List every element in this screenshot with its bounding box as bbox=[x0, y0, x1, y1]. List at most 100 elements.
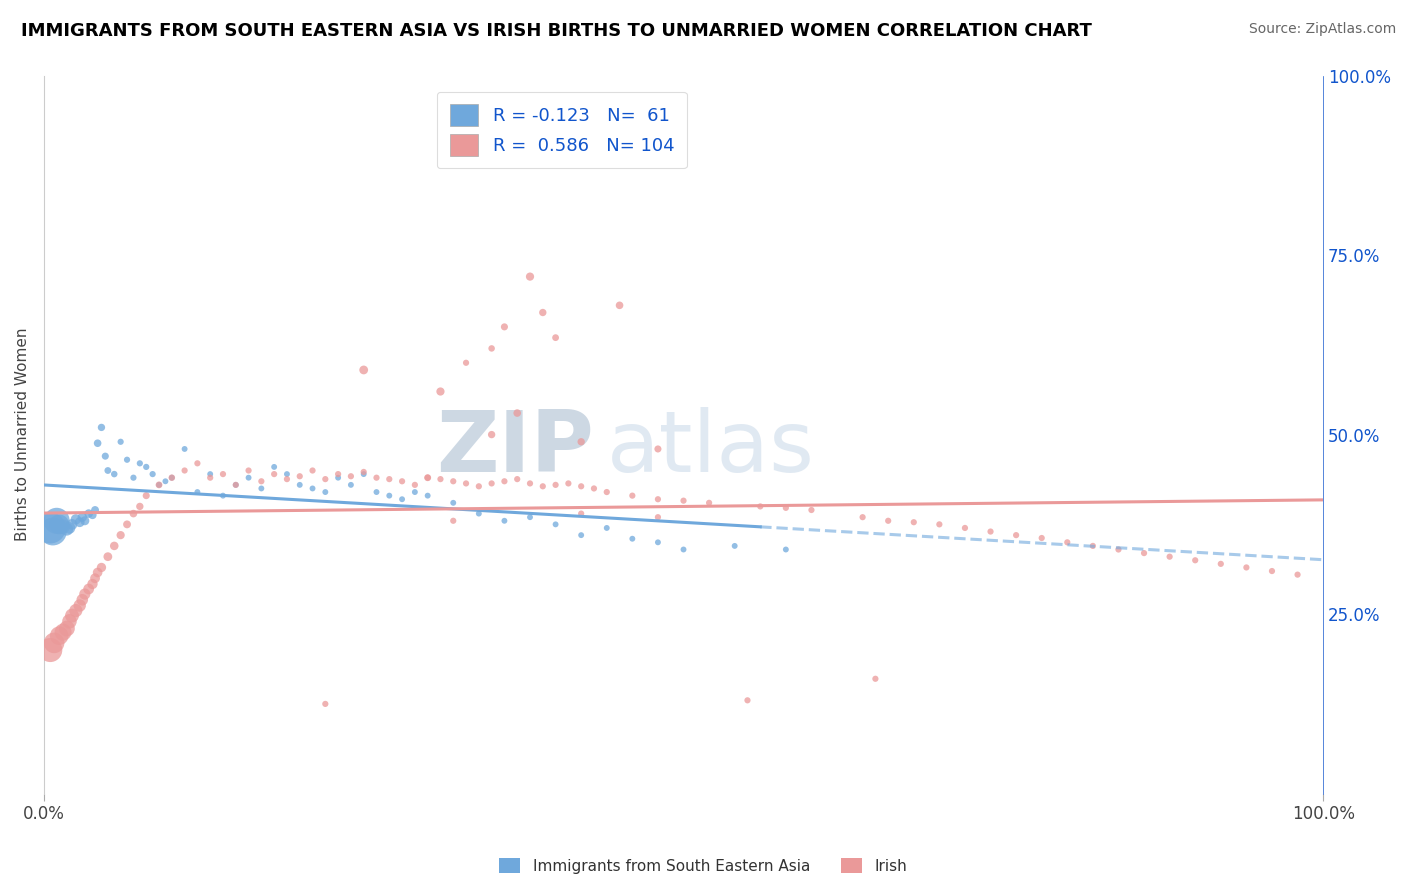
Point bbox=[621, 489, 644, 503]
Point bbox=[441, 475, 464, 489]
Point bbox=[506, 472, 529, 486]
Point bbox=[877, 514, 900, 528]
Point bbox=[56, 522, 79, 536]
Point bbox=[225, 478, 247, 492]
Point bbox=[72, 510, 94, 524]
Point bbox=[198, 471, 221, 485]
Point bbox=[135, 489, 157, 503]
Point bbox=[404, 485, 426, 500]
Point bbox=[1133, 546, 1156, 560]
Point bbox=[110, 434, 132, 449]
Point bbox=[86, 566, 108, 580]
Point bbox=[65, 512, 87, 526]
Legend: Immigrants from South Eastern Asia, Irish: Immigrants from South Eastern Asia, Iris… bbox=[494, 852, 912, 880]
Point bbox=[519, 269, 541, 284]
Text: ZIP: ZIP bbox=[436, 408, 593, 491]
Point bbox=[103, 539, 125, 553]
Point bbox=[148, 478, 170, 492]
Point bbox=[494, 475, 516, 489]
Point bbox=[366, 471, 388, 485]
Point bbox=[314, 485, 336, 500]
Point bbox=[73, 514, 96, 528]
Point bbox=[647, 510, 669, 524]
Point bbox=[1261, 564, 1284, 578]
Point bbox=[391, 492, 413, 507]
Point bbox=[238, 471, 260, 485]
Point bbox=[1056, 535, 1078, 549]
Point bbox=[531, 305, 554, 319]
Point bbox=[77, 507, 100, 521]
Point bbox=[135, 459, 157, 474]
Point bbox=[609, 298, 631, 312]
Point bbox=[42, 524, 65, 539]
Point bbox=[340, 478, 363, 492]
Point bbox=[173, 442, 195, 456]
Y-axis label: Births to Unmarried Women: Births to Unmarried Women bbox=[15, 328, 30, 541]
Point bbox=[288, 478, 311, 492]
Point bbox=[366, 485, 388, 500]
Point bbox=[519, 510, 541, 524]
Point bbox=[416, 471, 439, 485]
Point bbox=[198, 467, 221, 481]
Point bbox=[1031, 531, 1053, 545]
Point bbox=[60, 608, 83, 623]
Point bbox=[301, 463, 323, 477]
Point bbox=[69, 599, 91, 613]
Point bbox=[250, 482, 273, 496]
Point bbox=[429, 472, 451, 486]
Point bbox=[90, 560, 112, 574]
Point bbox=[326, 467, 349, 481]
Point bbox=[544, 331, 567, 345]
Point bbox=[697, 496, 720, 510]
Point bbox=[353, 467, 375, 481]
Point bbox=[724, 539, 747, 553]
Point bbox=[173, 463, 195, 477]
Point bbox=[481, 427, 503, 442]
Point bbox=[122, 471, 145, 485]
Point bbox=[494, 319, 516, 334]
Point bbox=[481, 342, 503, 356]
Point bbox=[340, 469, 363, 483]
Point bbox=[865, 672, 887, 686]
Text: Source: ZipAtlas.com: Source: ZipAtlas.com bbox=[1249, 22, 1396, 37]
Text: atlas: atlas bbox=[607, 408, 814, 491]
Point bbox=[416, 489, 439, 503]
Point bbox=[378, 472, 401, 486]
Point bbox=[557, 476, 579, 491]
Point bbox=[42, 636, 65, 650]
Text: IMMIGRANTS FROM SOUTH EASTERN ASIA VS IRISH BIRTHS TO UNMARRIED WOMEN CORRELATIO: IMMIGRANTS FROM SOUTH EASTERN ASIA VS IR… bbox=[21, 22, 1092, 40]
Point bbox=[903, 515, 925, 529]
Point bbox=[186, 456, 208, 470]
Point bbox=[404, 478, 426, 492]
Point bbox=[160, 471, 183, 485]
Point bbox=[353, 465, 375, 479]
Point bbox=[84, 571, 107, 585]
Point bbox=[77, 582, 100, 596]
Point bbox=[1159, 549, 1181, 564]
Point bbox=[672, 493, 695, 508]
Point bbox=[186, 485, 208, 500]
Point bbox=[468, 507, 491, 521]
Point bbox=[378, 489, 401, 503]
Point bbox=[481, 476, 503, 491]
Point bbox=[212, 467, 235, 481]
Point bbox=[60, 517, 83, 532]
Point bbox=[544, 517, 567, 532]
Point bbox=[148, 478, 170, 492]
Point bbox=[544, 478, 567, 492]
Point bbox=[122, 507, 145, 521]
Point bbox=[128, 456, 150, 470]
Point bbox=[775, 500, 797, 515]
Point bbox=[647, 535, 669, 549]
Point bbox=[263, 459, 285, 474]
Point bbox=[647, 492, 669, 507]
Point bbox=[115, 517, 138, 532]
Point bbox=[468, 479, 491, 493]
Point bbox=[1234, 560, 1257, 574]
Point bbox=[980, 524, 1002, 539]
Point bbox=[97, 463, 120, 477]
Point bbox=[82, 508, 104, 522]
Point bbox=[494, 514, 516, 528]
Point bbox=[103, 467, 125, 481]
Point bbox=[86, 436, 108, 450]
